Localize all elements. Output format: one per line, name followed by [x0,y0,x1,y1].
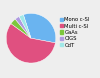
Wedge shape [6,24,55,63]
Wedge shape [15,16,31,38]
Wedge shape [19,15,31,38]
Wedge shape [23,13,56,43]
Wedge shape [11,19,31,38]
Legend: Mono c-SI, Multi c-SI, GaAs, CIGS, CdT: Mono c-SI, Multi c-SI, GaAs, CIGS, CdT [60,17,90,48]
